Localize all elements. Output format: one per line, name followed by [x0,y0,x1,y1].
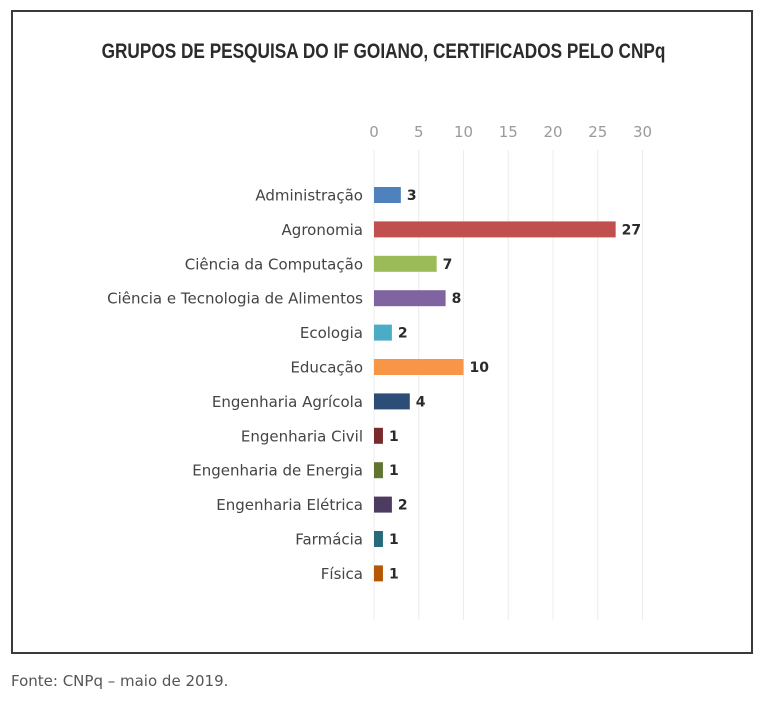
category-label: Educação [290,359,363,377]
bar [374,565,383,582]
bar-value-label: 1 [389,566,399,582]
x-axis-ticks: 0 5 10 15 20 25 30 [369,123,652,141]
bar [374,255,437,272]
x-tick-label: 25 [588,123,607,141]
bar [374,221,616,238]
gridlines [373,150,643,620]
category-label: Administração [255,187,363,205]
category-label: Ciência da Computação [185,255,363,273]
category-label: Agronomia [282,221,363,239]
category-label: Ciência e Tecnologia de Alimentos [107,290,363,308]
category-label: Farmácia [295,531,363,549]
bar-value-label: 2 [398,498,408,514]
bar-value-label: 27 [622,222,641,238]
bar-value-label: 10 [470,360,490,376]
bar [374,359,464,375]
bar-value-label: 4 [416,394,426,410]
bar-value-label: 2 [398,326,408,342]
bar [374,531,383,547]
category-label: Engenharia Civil [241,427,363,445]
bar [374,187,401,203]
bar [374,427,383,444]
bar-value-label: 1 [389,532,399,548]
x-tick-label: 20 [543,123,562,141]
bar [374,393,410,410]
bar-value-label: 1 [389,463,399,479]
bar-value-label: 3 [407,188,417,204]
bar-value-label: 1 [389,429,399,445]
x-tick-label: 30 [633,123,652,141]
chart-title: GRUPOS DE PESQUISA DO IF GOIANO, CERTIFI… [101,40,666,63]
category-label: Ecologia [300,324,363,342]
bar [374,324,392,341]
bar [374,462,383,479]
category-label: Engenharia Agrícola [212,393,363,411]
bar-value-label: 8 [452,291,462,307]
category-label: Engenharia de Energia [192,462,363,480]
x-tick-label: 0 [369,123,379,141]
category-label: Engenharia Elétrica [216,496,363,514]
x-tick-label: 10 [454,123,473,141]
bar [374,290,446,307]
bar-value-label: 7 [443,257,453,273]
category-label: Física [321,565,363,583]
x-tick-label: 5 [414,123,424,141]
source-note: Fonte: CNPq – maio de 2019. [11,672,229,690]
bar [374,496,392,513]
x-tick-label: 15 [499,123,518,141]
